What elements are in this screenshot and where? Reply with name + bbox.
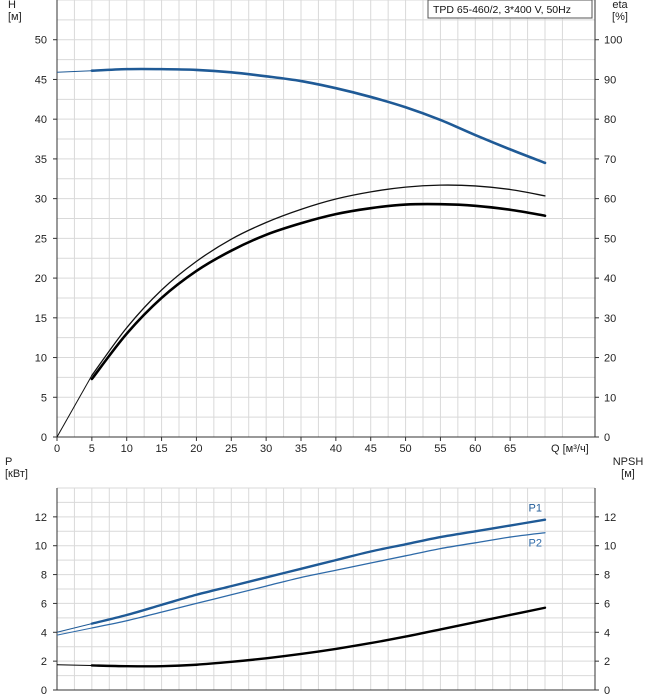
y-tick-label-right: 12 bbox=[604, 512, 616, 524]
x-tick-label: 25 bbox=[225, 443, 237, 455]
y-tick-label-right: 10 bbox=[604, 392, 616, 404]
series-extension bbox=[56, 375, 93, 438]
y-tick-label-left: 35 bbox=[35, 154, 47, 166]
y-tick-label-right: 40 bbox=[604, 273, 616, 285]
title-box bbox=[427, 0, 593, 19]
x-tick-label: 10 bbox=[121, 443, 133, 455]
series-line-2-3 bbox=[90, 606, 547, 668]
y-tick-label-left: 5 bbox=[41, 392, 47, 404]
y-tick-label-left: 6 bbox=[41, 598, 47, 610]
right-axis-unit: [%] bbox=[612, 11, 628, 23]
y-tick-label-left: 2 bbox=[41, 656, 47, 668]
x-tick-label: 15 bbox=[155, 443, 167, 455]
series-extension bbox=[56, 70, 92, 73]
left-axis-title: P bbox=[5, 456, 12, 468]
x-tick-label: 40 bbox=[330, 443, 342, 455]
y-tick-label-right: 10 bbox=[604, 541, 616, 553]
left-axis-unit: [м] bbox=[8, 11, 22, 23]
series-label-p1: P1 bbox=[529, 503, 542, 515]
x-tick-label: 20 bbox=[190, 443, 202, 455]
x-tick-label: 65 bbox=[504, 443, 516, 455]
y-tick-label-left: 0 bbox=[41, 685, 47, 697]
x-tick-label: 30 bbox=[260, 443, 272, 455]
y-tick-label-left: 50 bbox=[35, 35, 47, 47]
y-tick-label-left: 20 bbox=[35, 273, 47, 285]
chart-panel-2 bbox=[53, 487, 599, 691]
y-tick-label-right: 8 bbox=[604, 570, 610, 582]
series-line-1-1 bbox=[90, 67, 547, 165]
y-tick-label-left: 12 bbox=[35, 512, 47, 524]
y-tick-label-left: 0 bbox=[41, 432, 47, 444]
x-axis-label: Q [м³/ч] bbox=[551, 443, 589, 455]
y-tick-label-right: 90 bbox=[604, 74, 616, 86]
series-extension bbox=[56, 664, 92, 666]
left-axis-title: H bbox=[8, 0, 16, 11]
x-tick-label: 50 bbox=[399, 443, 411, 455]
y-tick-label-right: 70 bbox=[604, 154, 616, 166]
chart-panel-1 bbox=[53, 0, 599, 441]
y-tick-label-right: 0 bbox=[604, 432, 610, 444]
y-tick-label-left: 10 bbox=[35, 541, 47, 553]
series-line-1-2 bbox=[91, 184, 546, 377]
y-tick-label-left: 40 bbox=[35, 114, 47, 126]
left-axis-unit: [кВт] bbox=[5, 468, 28, 480]
x-tick-label: 35 bbox=[295, 443, 307, 455]
y-tick-label-right: 60 bbox=[604, 194, 616, 206]
y-tick-label-right: 2 bbox=[604, 656, 610, 668]
y-tick-label-right: 20 bbox=[604, 353, 616, 365]
x-tick-label: 55 bbox=[434, 443, 446, 455]
series-line-p1 bbox=[90, 518, 547, 625]
y-tick-label-left: 8 bbox=[41, 570, 47, 582]
series-line-p2 bbox=[91, 532, 546, 629]
right-axis-unit: [м] bbox=[621, 468, 635, 480]
series-extension bbox=[56, 627, 92, 636]
series-extension bbox=[56, 623, 92, 633]
right-axis-title: eta bbox=[612, 0, 628, 11]
series-label-p2: P2 bbox=[529, 538, 542, 550]
y-tick-label-right: 50 bbox=[604, 233, 616, 245]
right-axis-title: NPSH bbox=[613, 456, 644, 468]
x-tick-label: 5 bbox=[89, 443, 95, 455]
y-tick-label-right: 4 bbox=[604, 627, 610, 639]
y-tick-label-left: 10 bbox=[35, 353, 47, 365]
y-tick-label-right: 6 bbox=[604, 598, 610, 610]
y-tick-label-left: 25 bbox=[35, 233, 47, 245]
x-tick-label: 45 bbox=[365, 443, 377, 455]
y-tick-label-left: 4 bbox=[41, 627, 47, 639]
y-tick-label-right: 100 bbox=[604, 35, 622, 47]
chart-title: TPD 65-460/2, 3*400 V, 50Hz bbox=[433, 4, 571, 16]
y-tick-label-left: 30 bbox=[35, 194, 47, 206]
y-tick-label-right: 30 bbox=[604, 313, 616, 325]
series-line-1-3 bbox=[90, 202, 547, 381]
y-tick-label-left: 45 bbox=[35, 74, 47, 86]
y-tick-label-left: 15 bbox=[35, 313, 47, 325]
y-tick-label-right: 80 bbox=[604, 114, 616, 126]
x-tick-label: 60 bbox=[469, 443, 481, 455]
x-tick-label: 0 bbox=[54, 443, 60, 455]
y-tick-label-right: 0 bbox=[604, 685, 610, 697]
